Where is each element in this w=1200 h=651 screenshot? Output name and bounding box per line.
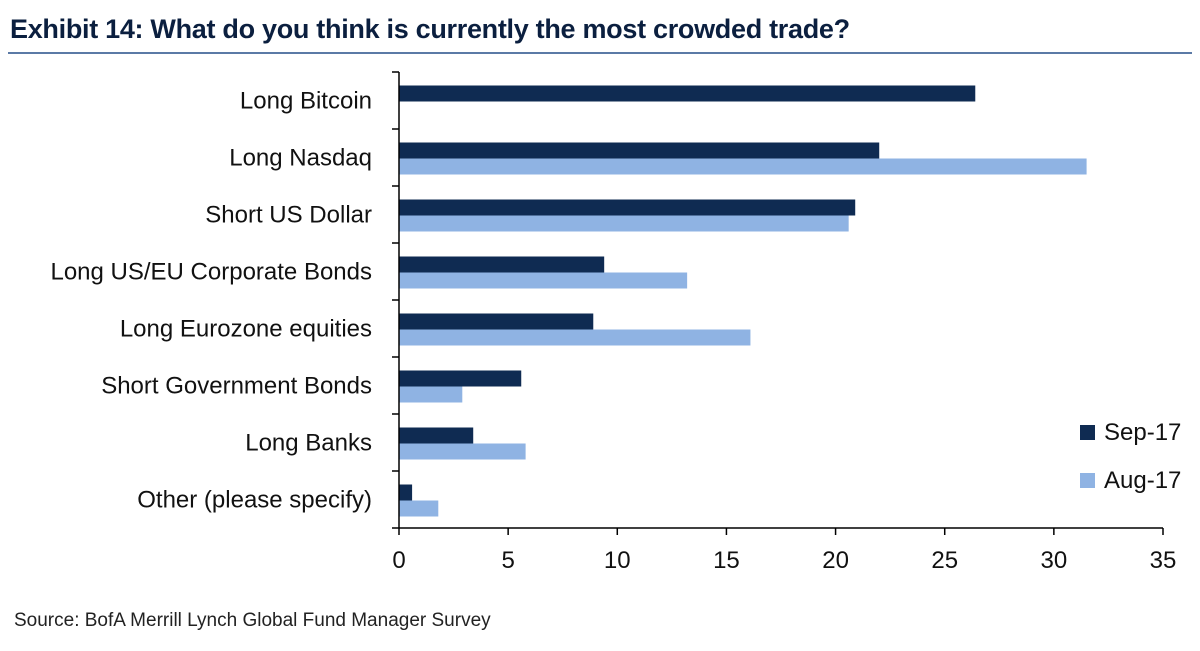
bar-chart: Long Bitcoin Long Nasdaq Short US Dollar Lo… bbox=[50, 71, 1181, 574]
bar-aug17 bbox=[399, 443, 526, 460]
bar-sep17 bbox=[399, 484, 413, 501]
x-tick-label: 15 bbox=[713, 547, 740, 574]
bar-sep17 bbox=[399, 370, 522, 387]
bar-aug17 bbox=[399, 215, 849, 232]
category-label: Long US/EU Corporate Bonds bbox=[50, 259, 372, 286]
x-tick-label: 35 bbox=[1150, 547, 1177, 574]
category-label: Other (please specify) bbox=[137, 487, 372, 514]
bar-aug17 bbox=[399, 500, 439, 517]
legend-swatch-aug17 bbox=[1080, 473, 1095, 488]
legend-swatch-sep17 bbox=[1080, 425, 1095, 440]
bar-sep17 bbox=[399, 313, 594, 330]
x-tick-label: 20 bbox=[822, 547, 849, 574]
bar-sep17 bbox=[399, 427, 474, 444]
chart-title: Exhibit 14: What do you think is current… bbox=[10, 14, 850, 44]
bar-sep17 bbox=[399, 199, 856, 216]
bar-aug17 bbox=[399, 386, 463, 403]
category-label: Long Eurozone equities bbox=[120, 316, 372, 343]
x-tick-label: 0 bbox=[392, 547, 405, 574]
x-tick-label: 30 bbox=[1041, 547, 1068, 574]
category-label: Short US Dollar bbox=[205, 202, 372, 229]
source-note: Source: BofA Merrill Lynch Global Fund M… bbox=[14, 610, 491, 631]
title-divider bbox=[8, 52, 1192, 54]
x-tick-label: 5 bbox=[501, 547, 514, 574]
bar-aug17 bbox=[399, 329, 751, 346]
category-label: Short Government Bonds bbox=[101, 373, 372, 400]
x-tick-label: 25 bbox=[931, 547, 958, 574]
bar-sep17 bbox=[399, 256, 605, 273]
legend-label-sep17: Sep-17 bbox=[1104, 419, 1181, 446]
bar-sep17 bbox=[399, 142, 880, 159]
bar-aug17 bbox=[399, 272, 688, 289]
category-label: Long Nasdaq bbox=[229, 145, 372, 172]
category-label: Long Bitcoin bbox=[240, 88, 372, 115]
bar-sep17 bbox=[399, 85, 976, 102]
legend-label-aug17: Aug-17 bbox=[1104, 467, 1181, 494]
category-label: Long Banks bbox=[245, 430, 372, 457]
x-tick-label: 10 bbox=[604, 547, 631, 574]
bar-aug17 bbox=[399, 158, 1087, 175]
